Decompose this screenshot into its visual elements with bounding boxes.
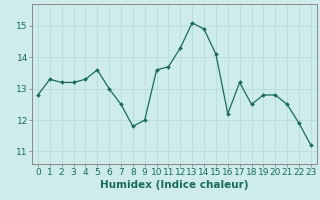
X-axis label: Humidex (Indice chaleur): Humidex (Indice chaleur) [100, 180, 249, 190]
